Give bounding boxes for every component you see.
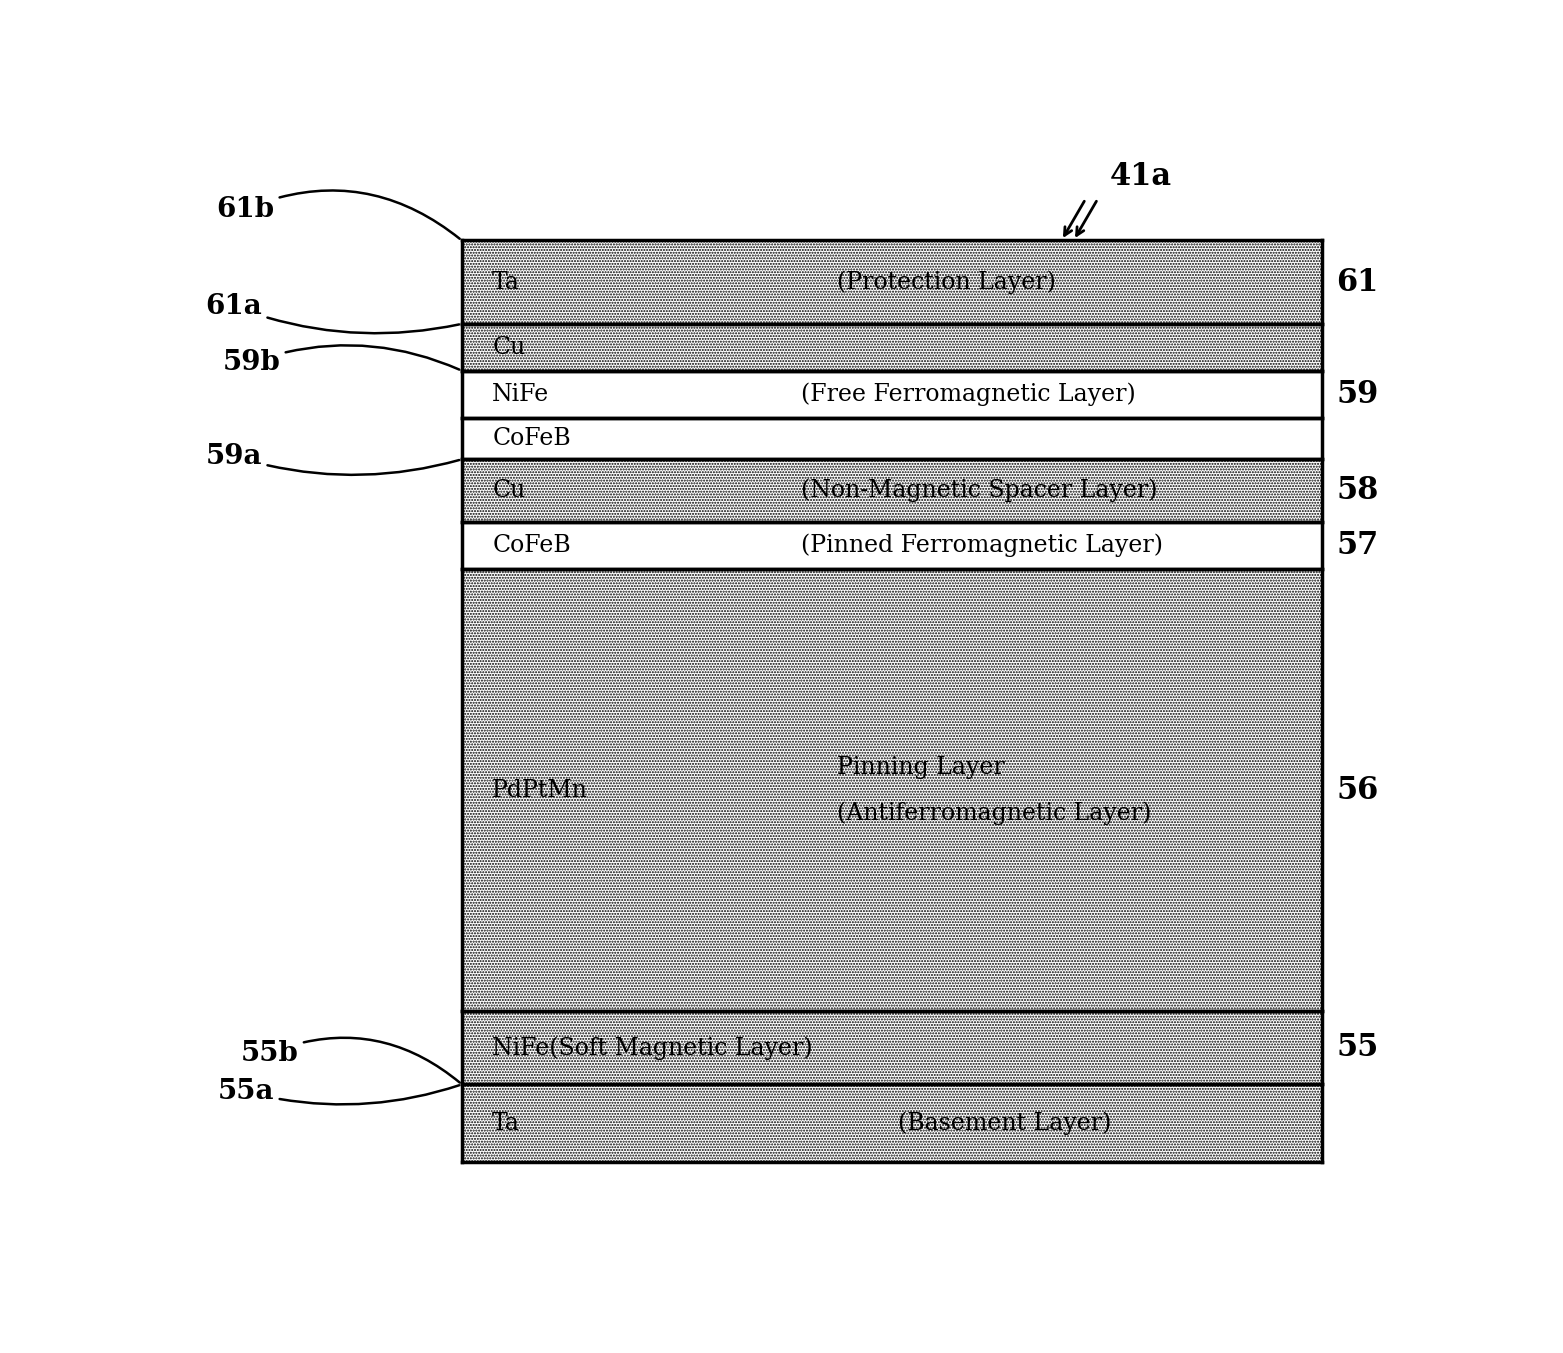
- Text: 61b: 61b: [216, 191, 460, 238]
- Bar: [463, 1084, 1322, 1162]
- Bar: [463, 371, 1322, 418]
- Bar: [463, 1012, 1322, 1084]
- Text: Pinning Layer: Pinning Layer: [838, 755, 1005, 778]
- Bar: [463, 522, 1322, 568]
- Text: 61: 61: [1336, 267, 1379, 298]
- Text: Ta: Ta: [492, 1112, 520, 1135]
- Text: 59b: 59b: [222, 345, 460, 376]
- Bar: [463, 241, 1322, 323]
- Text: 57: 57: [1336, 530, 1379, 560]
- Text: 56: 56: [1336, 774, 1379, 805]
- Bar: [463, 323, 1322, 371]
- Text: (Protection Layer): (Protection Layer): [838, 271, 1057, 294]
- Text: 59: 59: [1336, 379, 1379, 410]
- Text: 41a: 41a: [1110, 161, 1172, 192]
- Text: Cu: Cu: [492, 336, 525, 359]
- Text: 58: 58: [1336, 475, 1379, 506]
- Text: NiFe(Soft Magnetic Layer): NiFe(Soft Magnetic Layer): [492, 1036, 813, 1059]
- Bar: [463, 459, 1322, 522]
- Text: (Antiferromagnetic Layer): (Antiferromagnetic Layer): [838, 801, 1152, 825]
- Text: Ta: Ta: [492, 271, 520, 294]
- Text: PdPtMn: PdPtMn: [492, 778, 588, 801]
- Bar: [463, 418, 1322, 459]
- Text: 55a: 55a: [217, 1078, 460, 1105]
- Text: CoFeB: CoFeB: [492, 533, 570, 556]
- Text: (Free Ferromagnetic Layer): (Free Ferromagnetic Layer): [800, 383, 1136, 406]
- Text: Cu: Cu: [492, 479, 525, 502]
- Text: 55b: 55b: [241, 1038, 460, 1082]
- Text: CoFeB: CoFeB: [492, 428, 570, 451]
- Text: (Pinned Ferromagnetic Layer): (Pinned Ferromagnetic Layer): [800, 533, 1163, 557]
- Text: (Non-Magnetic Spacer Layer): (Non-Magnetic Spacer Layer): [800, 479, 1158, 502]
- Text: (Basement Layer): (Basement Layer): [897, 1112, 1111, 1135]
- Text: 59a: 59a: [205, 442, 460, 475]
- Text: 55: 55: [1336, 1032, 1379, 1063]
- Bar: [463, 568, 1322, 1012]
- Text: NiFe: NiFe: [492, 383, 550, 406]
- Text: 61a: 61a: [205, 292, 460, 333]
